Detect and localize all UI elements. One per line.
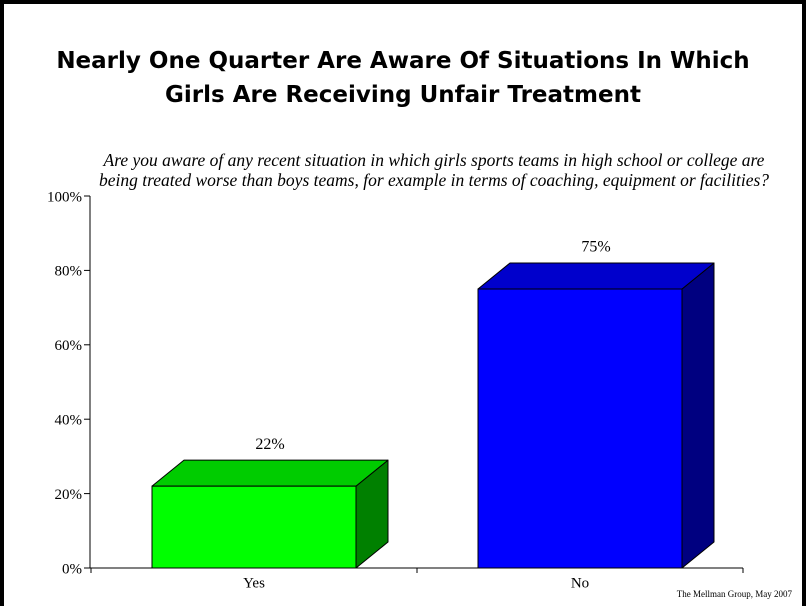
bar-no-top	[477, 262, 715, 290]
category-label-no: No	[571, 575, 589, 591]
bar-yes-top	[151, 459, 389, 487]
data-label-yes: 22%	[255, 436, 284, 453]
survey-question: Are you aware of any recent situation in…	[98, 150, 770, 190]
bar-no	[477, 288, 683, 569]
slide-title: Nearly One Quarter Are Aware Of Situatio…	[56, 48, 750, 108]
y-tick-label: 40%	[55, 412, 83, 428]
source-note: The Mellman Group, May 2007	[676, 589, 792, 599]
y-tick-label: 80%	[55, 264, 83, 280]
data-label-no: 75%	[581, 239, 610, 256]
bar-no-side	[681, 262, 715, 569]
y-tick-label: 0%	[62, 561, 82, 577]
y-tick-label: 100%	[47, 189, 82, 205]
category-label-yes: Yes	[243, 575, 265, 591]
bar-yes	[151, 485, 357, 569]
y-tick-label: 60%	[55, 338, 83, 354]
y-tick-label: 20%	[55, 487, 83, 503]
